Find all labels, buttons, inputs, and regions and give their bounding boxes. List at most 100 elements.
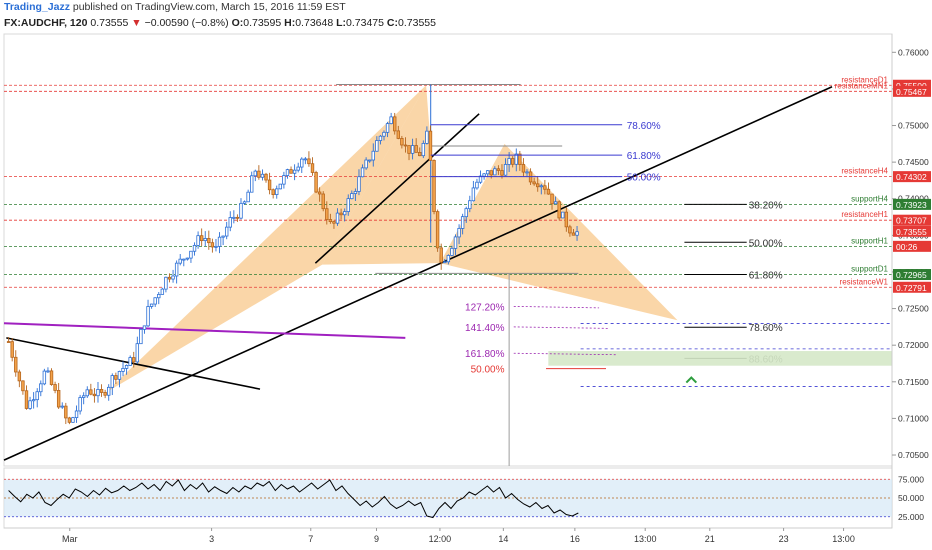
candle-body	[178, 258, 182, 264]
candle-body	[135, 343, 140, 363]
candle-body	[167, 276, 172, 280]
time-tick-label: 13:00	[832, 534, 855, 544]
price-tag-label: 0.73707	[896, 216, 927, 226]
candle-body	[389, 116, 393, 125]
candle-body	[207, 238, 211, 244]
candle-body	[24, 390, 29, 409]
candle-body	[142, 325, 147, 330]
candle-body	[571, 232, 576, 236]
candle-body	[489, 170, 493, 176]
candle-body	[174, 262, 179, 277]
chart-header: Trading_Jazz published on TradingView.co…	[0, 0, 932, 34]
price-tag-label: 0.72791	[896, 283, 927, 293]
time-tick-label: 7	[308, 534, 313, 544]
trendline-rising	[314, 113, 480, 264]
candle-body	[110, 375, 114, 388]
candle-body	[557, 201, 561, 219]
candle-body	[439, 247, 443, 263]
candle-body	[81, 395, 86, 398]
candle-body	[307, 158, 311, 165]
candle-body	[242, 201, 247, 204]
time-tick-label: 16	[570, 534, 580, 544]
fib-black-label: 38.20%	[749, 200, 783, 211]
candle-body	[228, 217, 232, 228]
fib-black-label: 61.80%	[749, 271, 783, 282]
candle-body	[421, 143, 426, 157]
candle-body	[164, 276, 168, 290]
candle-body	[128, 357, 132, 366]
candle-body	[561, 211, 565, 219]
time-tick-label: 14	[498, 534, 508, 544]
candle-body	[367, 159, 372, 162]
rsi-tick-label: 50.000	[898, 493, 924, 503]
candle-body	[364, 159, 368, 169]
candle-body	[271, 189, 275, 195]
candle-body	[285, 169, 290, 176]
price-tick-label: 0.76000	[898, 47, 929, 57]
candle-body	[275, 188, 279, 195]
fib-black-label: 78.60%	[749, 323, 783, 334]
price-tag-bg	[893, 85, 931, 97]
candle-body	[410, 145, 415, 154]
candle-body	[39, 383, 43, 393]
candle-body	[564, 211, 569, 228]
price-tick-label: 0.70500	[898, 450, 929, 460]
candle-body	[346, 198, 350, 212]
candle-body	[464, 208, 468, 218]
candle-body	[396, 130, 400, 139]
candle-body	[153, 297, 157, 305]
candle-body	[250, 175, 254, 193]
candle-body	[192, 244, 197, 252]
candle-body	[171, 275, 175, 280]
close-label: C:	[386, 17, 399, 29]
candle-body	[335, 212, 340, 224]
ohlc-line: FX:AUDCHF, 120 0.73555 ▼ −0.00590 (−0.8%…	[4, 17, 436, 29]
candle-body	[71, 417, 75, 423]
fib-level-label: 61.80%	[627, 151, 661, 162]
price-tag-bg	[893, 79, 931, 91]
candle-body	[92, 393, 97, 397]
candle-body	[278, 183, 283, 190]
candle-body	[382, 131, 386, 137]
candle-body	[74, 410, 79, 419]
trendline-magenta	[3, 322, 406, 339]
price-tag-bg	[893, 171, 931, 183]
candle-body	[31, 399, 36, 402]
candle-body	[160, 288, 165, 295]
candle-body	[393, 116, 397, 132]
candle-body	[282, 175, 286, 185]
harmonic-pattern-xab	[105, 85, 427, 393]
extension-label: 127.20%	[465, 302, 505, 313]
candle-body	[482, 173, 486, 177]
author-link[interactable]: Trading_Jazz	[4, 1, 70, 13]
price-tick-label: 0.74000	[898, 194, 929, 204]
price-tick-label: 0.72500	[898, 304, 929, 314]
candle-body	[510, 158, 515, 165]
open-value: 0.73595	[243, 17, 282, 29]
candle-body	[414, 145, 418, 153]
candle-body	[56, 390, 61, 408]
candle-body	[199, 235, 204, 242]
symbol-label: FX:AUDCHF, 120	[4, 17, 88, 29]
price-tag-bg	[893, 225, 931, 237]
candle-body	[507, 158, 511, 165]
candle-body	[64, 405, 68, 419]
candle-body	[224, 226, 229, 237]
time-tick-label: 3	[209, 534, 214, 544]
candle-body	[539, 185, 543, 188]
chevron-up-icon	[685, 376, 698, 384]
fib-level-label: 50.00%	[627, 173, 661, 184]
extension-label: 50.00%	[471, 365, 505, 376]
candle-body	[214, 245, 218, 248]
candle-body	[460, 216, 465, 229]
time-tick-label: 9	[374, 534, 379, 544]
candle-body	[350, 193, 354, 200]
price-tick-label: 0.71000	[898, 413, 929, 423]
candle-body	[246, 191, 250, 203]
high-label: H:	[284, 17, 296, 29]
open-label: O:	[231, 17, 244, 29]
target-zone	[548, 351, 892, 366]
level-label-resistanceH1: resistanceH1	[841, 210, 888, 219]
candle-body	[189, 250, 193, 259]
